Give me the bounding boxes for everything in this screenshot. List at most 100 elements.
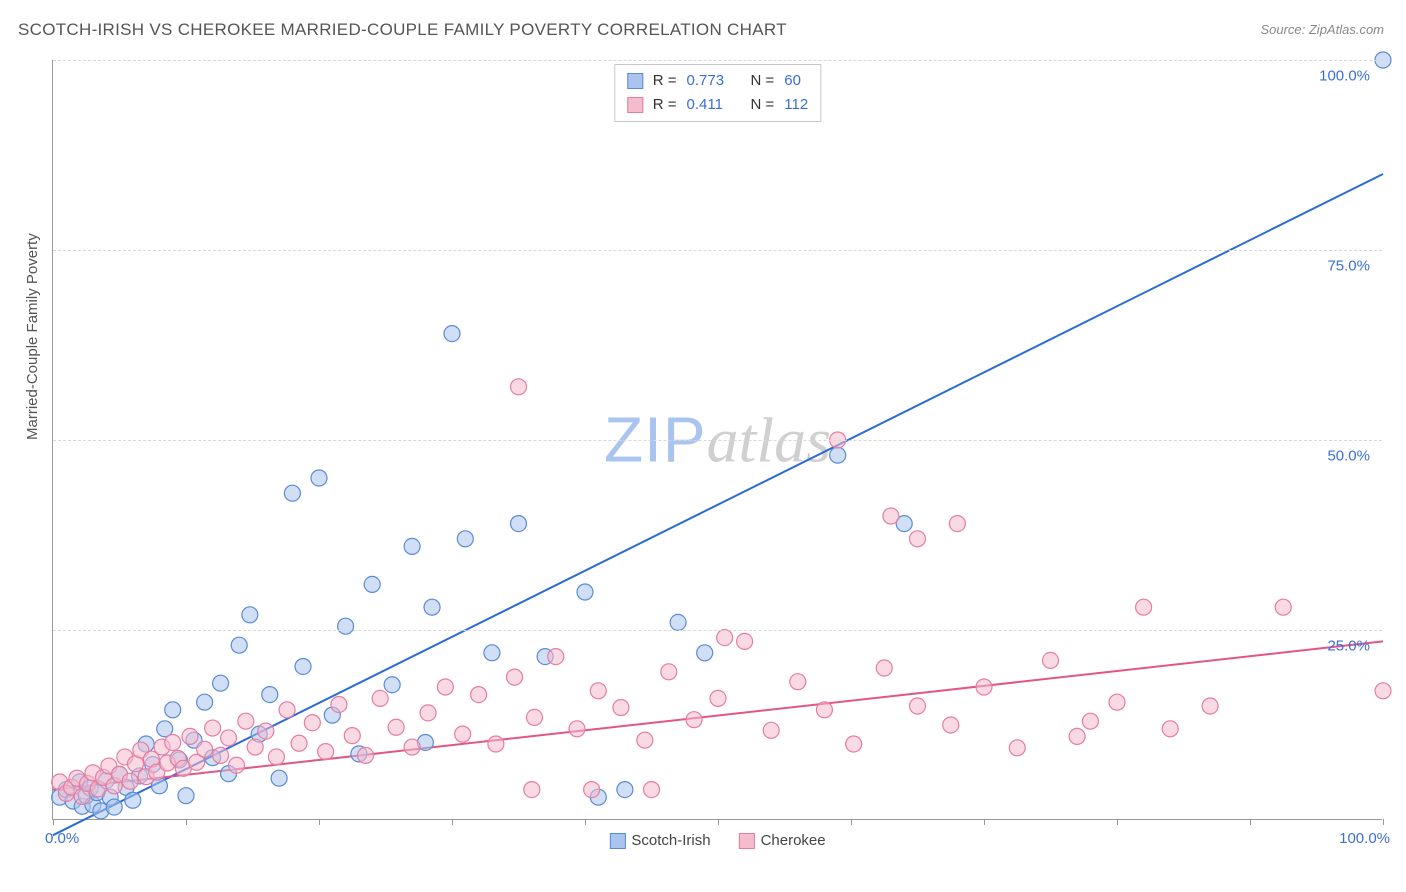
scatter-point — [279, 702, 295, 718]
scatter-point — [262, 687, 278, 703]
scatter-point — [1043, 652, 1059, 668]
legend-label-scotch-irish: Scotch-Irish — [631, 832, 710, 849]
plot-area: ZIPatlas R = 0.773 N = 60 R = 0.411 N = … — [52, 60, 1382, 820]
scatter-point — [697, 645, 713, 661]
scatter-point — [388, 719, 404, 735]
x-tick-min: 0.0% — [45, 830, 79, 847]
scatter-point — [590, 683, 606, 699]
scatter-point — [876, 660, 892, 676]
legend-r-label: R = — [653, 93, 677, 117]
scatter-point — [717, 630, 733, 646]
gridline-h — [53, 250, 1382, 251]
scatter-point — [165, 734, 181, 750]
gridline-h — [53, 60, 1382, 61]
scatter-point — [304, 715, 320, 731]
scatter-point — [311, 470, 327, 486]
legend-row-cherokee: R = 0.411 N = 112 — [627, 93, 808, 117]
y-axis-label: Married-Couple Family Poverty — [24, 233, 41, 440]
scatter-point — [830, 447, 846, 463]
legend-correlation-box: R = 0.773 N = 60 R = 0.411 N = 112 — [614, 64, 821, 122]
legend-item-scotch-irish: Scotch-Irish — [609, 832, 710, 849]
scatter-point — [247, 739, 263, 755]
x-tick — [1117, 819, 1118, 825]
scatter-point — [686, 712, 702, 728]
x-tick — [851, 819, 852, 825]
x-tick-max: 100.0% — [1339, 830, 1390, 847]
scatter-point — [364, 576, 380, 592]
scatter-point — [231, 637, 247, 653]
scatter-point — [1109, 694, 1125, 710]
scatter-point — [710, 690, 726, 706]
legend-r-value-scotch-irish: 0.773 — [687, 69, 731, 93]
scatter-point — [670, 614, 686, 630]
trend-line-cherokee — [53, 641, 1383, 789]
scatter-point — [424, 599, 440, 615]
scatter-point — [1069, 728, 1085, 744]
y-tick-label: 100.0% — [1319, 68, 1370, 85]
scatter-point — [420, 705, 436, 721]
legend-n-label: N = — [751, 69, 775, 93]
scatter-point — [221, 730, 237, 746]
scatter-point — [437, 679, 453, 695]
scatter-point — [122, 773, 138, 789]
scatter-point — [284, 485, 300, 501]
scatter-point — [338, 618, 354, 634]
scatter-point — [613, 700, 629, 716]
scatter-point — [577, 584, 593, 600]
scatter-point — [524, 782, 540, 798]
scatter-point — [229, 757, 245, 773]
scatter-point — [471, 687, 487, 703]
legend-n-value-cherokee: 112 — [784, 93, 808, 117]
x-tick — [186, 819, 187, 825]
x-tick — [585, 819, 586, 825]
scatter-point — [943, 717, 959, 733]
x-tick — [53, 819, 54, 825]
scatter-point — [1375, 683, 1391, 699]
scatter-point — [455, 726, 471, 742]
scatter-point — [816, 702, 832, 718]
scatter-point — [372, 690, 388, 706]
legend-swatch-scotch-irish — [609, 833, 625, 849]
legend-label-cherokee: Cherokee — [761, 832, 826, 849]
scatter-point — [846, 736, 862, 752]
scatter-point — [404, 538, 420, 554]
scatter-point — [949, 516, 965, 532]
legend-series-box: Scotch-Irish Cherokee — [609, 832, 825, 849]
scatter-point — [295, 658, 311, 674]
y-tick-label: 25.0% — [1327, 638, 1370, 655]
scatter-point — [197, 694, 213, 710]
chart-title: SCOTCH-IRISH VS CHEROKEE MARRIED-COUPLE … — [18, 20, 787, 40]
scatter-point — [488, 736, 504, 752]
legend-swatch-scotch-irish — [627, 73, 643, 89]
gridline-h — [53, 630, 1382, 631]
legend-r-value-cherokee: 0.411 — [687, 93, 731, 117]
scatter-point — [238, 713, 254, 729]
scatter-point — [213, 675, 229, 691]
scatter-point — [661, 664, 677, 680]
gridline-h — [53, 440, 1382, 441]
scatter-point — [1202, 698, 1218, 714]
scatter-point — [258, 723, 274, 739]
scatter-point — [1009, 740, 1025, 756]
x-tick — [319, 819, 320, 825]
scatter-point — [291, 735, 307, 751]
scatter-point — [637, 732, 653, 748]
scatter-point — [976, 679, 992, 695]
scatter-point — [484, 645, 500, 661]
scatter-point — [507, 669, 523, 685]
scatter-point — [910, 698, 926, 714]
legend-n-label: N = — [751, 93, 775, 117]
scatter-point — [910, 531, 926, 547]
x-tick — [718, 819, 719, 825]
scatter-point — [511, 516, 527, 532]
correlation-chart: SCOTCH-IRISH VS CHEROKEE MARRIED-COUPLE … — [0, 0, 1406, 892]
scatter-point — [106, 799, 122, 815]
scatter-point — [1136, 599, 1152, 615]
x-tick — [452, 819, 453, 825]
legend-row-scotch-irish: R = 0.773 N = 60 — [627, 69, 808, 93]
scatter-point — [617, 782, 633, 798]
scatter-point — [790, 674, 806, 690]
legend-swatch-cherokee — [739, 833, 755, 849]
scatter-point — [763, 722, 779, 738]
y-tick-label: 50.0% — [1327, 448, 1370, 465]
